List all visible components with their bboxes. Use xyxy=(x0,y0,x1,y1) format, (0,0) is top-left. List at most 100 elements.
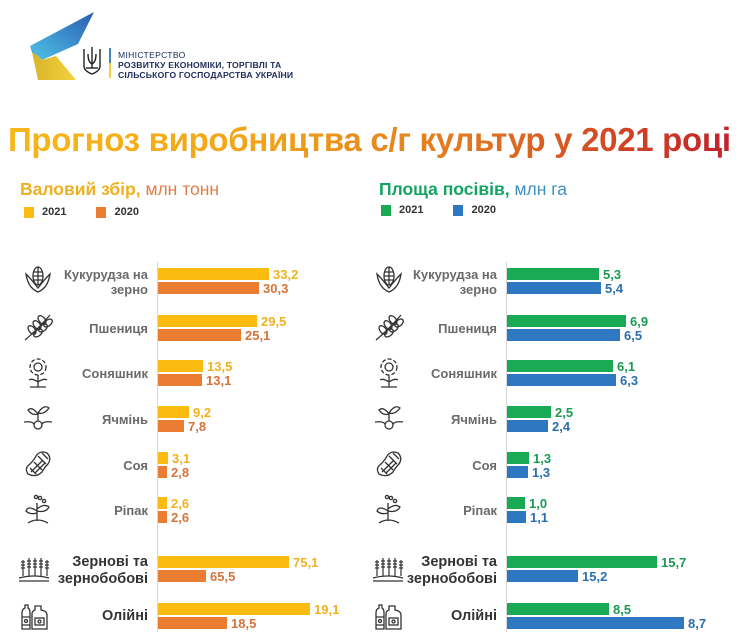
value-2021: 1,0 xyxy=(529,496,548,511)
legend-swatch-2021 xyxy=(24,206,34,218)
category-label-line-2: зернобобові xyxy=(57,571,148,587)
left-panel-title: Валовий збір, млн тонн xyxy=(20,179,219,200)
legend-item-2021: 2021 xyxy=(24,206,66,218)
value-2021: 9,2 xyxy=(193,405,212,420)
value-2021: 15,7 xyxy=(661,555,687,570)
value-2021: 13,5 xyxy=(207,359,233,374)
bar-2020 xyxy=(158,374,202,386)
header-divider xyxy=(109,48,111,78)
category-label: Ріпак xyxy=(463,503,497,518)
category-label: Соя xyxy=(123,458,148,473)
soybean-pod-icon xyxy=(22,448,54,480)
legend-item-2021: 2021 xyxy=(381,204,423,216)
bar-2020 xyxy=(158,617,227,629)
value-2021: 2,6 xyxy=(171,496,190,511)
value-2020: 1,1 xyxy=(530,510,549,525)
bar-2020 xyxy=(507,570,578,582)
grain-field-icon xyxy=(18,552,50,584)
wheat-icon xyxy=(373,311,405,343)
value-2021: 6,9 xyxy=(630,314,649,329)
sunflower-icon xyxy=(22,356,54,388)
bar-2021 xyxy=(158,556,289,568)
bar-2021 xyxy=(507,406,551,418)
bar-2020 xyxy=(507,617,684,629)
value-2021: 29,5 xyxy=(261,314,287,329)
legend-item-2020: 2020 xyxy=(96,206,139,218)
bar-2021 xyxy=(507,268,599,280)
category-label: Олійні xyxy=(451,608,497,625)
right-panel-title: Площа посівів, млн га xyxy=(379,179,567,200)
sprout-icon xyxy=(373,402,405,434)
value-2021: 5,3 xyxy=(603,267,622,282)
bar-2021 xyxy=(158,315,257,327)
wheat-icon xyxy=(22,311,54,343)
ministry-name: МІНІСТЕРСТВО РОЗВИТКУ ЕКОНОМІКИ, ТОРГІВЛ… xyxy=(118,50,293,80)
ministry-line-3: СІЛЬСЬКОГО ГОСПОДАРСТВА УКРАЇНИ xyxy=(118,70,294,80)
oil-bottles-icon xyxy=(18,599,50,631)
grain-field-icon xyxy=(372,552,404,584)
category-label-line-1: Кукурудза на xyxy=(63,267,148,282)
bar-2021 xyxy=(507,315,626,327)
bar-2021 xyxy=(507,452,529,464)
category-label-line-1: Ріпак xyxy=(114,503,148,518)
bar-2021 xyxy=(158,360,203,372)
legend-swatch-2021 xyxy=(381,204,391,216)
rapeseed-plant-icon xyxy=(22,493,54,525)
category-label-line-1: Кукурудза на xyxy=(412,267,497,282)
sprout-icon xyxy=(22,402,54,434)
category-label-line-1: Соняшник xyxy=(431,366,497,381)
category-label-line-1: Ячмінь xyxy=(102,412,148,427)
legend-label: 2021 xyxy=(42,206,67,218)
value-2020: 2,8 xyxy=(171,465,190,480)
category-label-line-1: Олійні xyxy=(101,608,148,624)
bar-2020 xyxy=(158,420,184,432)
category-label-line-2: зернобобові xyxy=(406,571,497,587)
category-label-line-1: Олійні xyxy=(450,608,497,624)
category-label: Зернові та зернобобові xyxy=(58,554,148,588)
bar-2021 xyxy=(507,497,525,509)
value-2020: 30,3 xyxy=(263,281,289,296)
category-label: Соняшник xyxy=(82,366,148,381)
value-2021: 8,5 xyxy=(613,602,632,617)
category-label: Соняшник xyxy=(431,366,497,381)
bar-2020 xyxy=(507,374,616,386)
sunflower-icon xyxy=(373,356,405,388)
right-legend: 2021 2020 xyxy=(381,204,526,216)
category-label-line-2: зерно xyxy=(459,282,497,297)
legend-label: 2021 xyxy=(399,204,424,216)
legend-label: 2020 xyxy=(114,206,139,218)
left-panel-title-bold: Валовий збір, xyxy=(20,179,141,199)
bar-2021 xyxy=(158,603,310,615)
value-2020: 6,5 xyxy=(624,328,643,343)
bar-2020 xyxy=(158,282,259,294)
category-label-line-1: Пшениця xyxy=(438,321,497,336)
bar-2021 xyxy=(158,452,168,464)
category-label-line-1: Зернові та xyxy=(421,554,497,570)
rapeseed-plant-icon xyxy=(373,493,405,525)
value-2020: 13,1 xyxy=(206,373,232,388)
value-2020: 2,6 xyxy=(171,510,190,525)
category-label-line-1: Зернові та xyxy=(72,554,148,570)
legend-item-2020: 2020 xyxy=(453,204,496,216)
bar-2021 xyxy=(158,268,269,280)
left-chart-axis xyxy=(157,262,158,632)
bar-2020 xyxy=(507,282,601,294)
legend-label: 2020 xyxy=(471,204,496,216)
bar-2020 xyxy=(507,420,548,432)
right-panel-title-bold: Площа посівів, xyxy=(379,179,510,199)
category-label-line-2: зерно xyxy=(110,282,148,297)
bar-2021 xyxy=(507,603,609,615)
value-2021: 75,1 xyxy=(293,555,319,570)
category-label-line-1: Соя xyxy=(123,458,148,473)
category-label: Ячмінь xyxy=(102,412,148,427)
bar-2021 xyxy=(507,556,657,568)
category-label: Соя xyxy=(472,458,497,473)
bar-2020 xyxy=(158,570,206,582)
ministry-line-1: МІНІСТЕРСТВО xyxy=(118,50,186,60)
value-2021: 2,5 xyxy=(555,405,574,420)
value-2020: 7,8 xyxy=(188,419,207,434)
category-label-line-1: Пшениця xyxy=(89,321,148,336)
corn-icon xyxy=(373,264,405,296)
bar-2020 xyxy=(158,466,167,478)
trident-emblem-icon xyxy=(83,47,101,75)
